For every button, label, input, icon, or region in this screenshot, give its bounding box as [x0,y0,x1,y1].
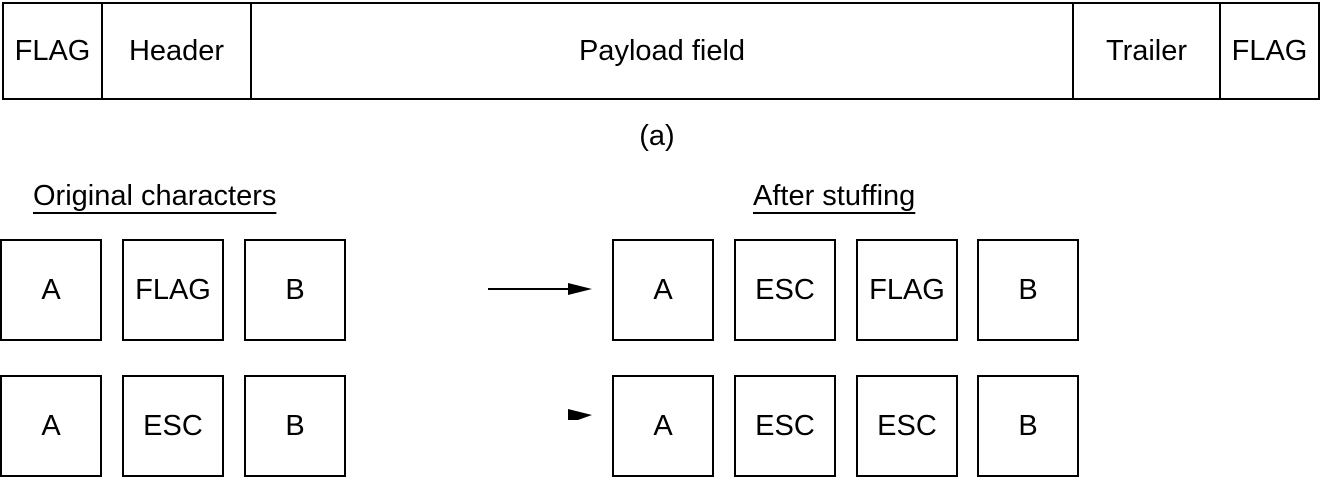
row1-original-char-1: A [0,239,102,341]
row2-stuffed-char-4: B [977,375,1079,477]
row1-stuffed-char-4: B [977,239,1079,341]
frame-field-header: Header [103,4,252,98]
row2-original-char-2: ESC [122,375,224,477]
after-stuffing-title: After stuffing [753,180,916,212]
row1-original-char-3: B [244,239,346,341]
frame-field-payload: Payload field [252,4,1074,98]
row2-original-char-1: A [0,375,102,477]
frame-field-flag-end: FLAG [1231,34,1308,67]
row1-original-char-2: FLAG [122,239,224,341]
frame-field-flag-start: FLAG [4,4,103,98]
row2-original-char-3: B [244,375,346,477]
frame-format: FLAG Header Payload field Trailer FLAG [2,2,1320,100]
row1-stuffed-char-1: A [612,239,714,341]
row1-stuffed-char-2: ESC [734,239,836,341]
row2-arrow-icon [568,409,592,420]
row1-arrow-icon [488,283,592,295]
row1-stuffed-char-3: FLAG [856,239,958,341]
frame-field-trailer: Trailer [1074,4,1221,98]
row2-stuffed-char-1: A [612,375,714,477]
caption-a: (a) [639,120,675,152]
original-characters-title: Original characters [33,180,277,212]
row2-stuffed-char-2: ESC [734,375,836,477]
row2-stuffed-char-3: ESC [856,375,958,477]
